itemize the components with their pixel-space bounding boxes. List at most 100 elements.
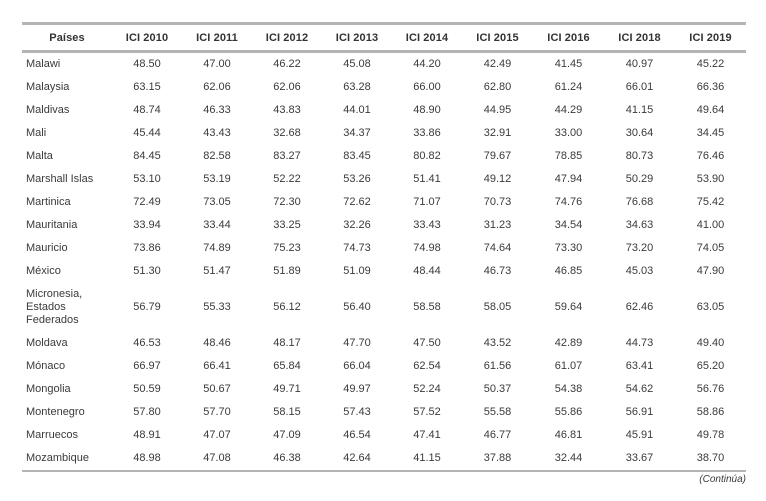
column-header-year: ICI 2018: [618, 32, 661, 44]
ici-table: Países ICI 2010 ICI 2011 ICI 2012 ICI 2013 IC…: [22, 22, 746, 472]
value-cell: 48.17: [273, 337, 301, 349]
value-cell: 66.01: [625, 81, 654, 93]
value-cell: 38.70: [696, 452, 725, 464]
value-cell: 37.88: [483, 452, 512, 464]
table-row: Mauritania 33.94 33.44 33.25 32.26 33.43 31.23…: [22, 214, 746, 237]
value-cell: 53.90: [696, 173, 725, 185]
column-header-year: ICI 2014: [405, 32, 449, 44]
value-cell: 61.24: [554, 81, 583, 93]
value-cell: 34.54: [554, 219, 583, 231]
column-header-year: ICI 2019: [689, 32, 732, 44]
value-cell: 65.84: [273, 360, 301, 372]
column-header-year: ICI 2015: [476, 32, 519, 44]
value-cell: 62.06: [203, 81, 231, 93]
value-cell: 63.41: [625, 360, 654, 372]
value-cell: 33.86: [413, 127, 441, 139]
country-cell: Mauricio: [26, 242, 68, 254]
country-cell: Mali: [26, 127, 47, 139]
country-cell: Malta: [26, 150, 53, 162]
value-cell: 61.56: [483, 360, 512, 372]
value-cell: 62.06: [273, 81, 301, 93]
country-cell: Mongolia: [26, 383, 71, 395]
value-cell: 48.98: [133, 452, 161, 464]
value-cell: 57.80: [133, 406, 161, 418]
value-cell: 47.94: [554, 173, 583, 185]
value-cell: 83.27: [273, 150, 301, 162]
value-cell: 46.54: [343, 429, 371, 441]
value-cell: 43.83: [273, 104, 301, 116]
table-body: Malawi 48.50 47.00 46.22 45.08 44.20 42.49 41.4…: [22, 52, 746, 472]
continuation-note: (Continúa): [699, 474, 746, 485]
value-cell: 55.86: [554, 406, 583, 418]
value-cell: 47.08: [203, 452, 231, 464]
value-cell: 63.28: [343, 81, 371, 93]
value-cell: 52.24: [413, 383, 441, 395]
value-cell: 52.22: [273, 173, 301, 185]
value-cell: 56.91: [625, 406, 654, 418]
value-cell: 74.76: [554, 196, 583, 208]
value-cell: 32.68: [273, 127, 301, 139]
value-cell: 72.62: [343, 196, 371, 208]
value-cell: 59.64: [554, 301, 583, 313]
country-cell: Mozambique: [26, 452, 89, 464]
value-cell: 55.58: [483, 406, 512, 418]
value-cell: 51.30: [133, 265, 161, 277]
value-cell: 47.41: [413, 429, 441, 441]
value-cell: 54.38: [554, 383, 583, 395]
value-cell: 50.37: [483, 383, 512, 395]
value-cell: 51.89: [273, 265, 301, 277]
value-cell: 57.70: [203, 406, 231, 418]
value-cell: 63.15: [133, 81, 161, 93]
value-cell: 46.77: [483, 429, 512, 441]
column-header-year: ICI 2011: [196, 32, 238, 44]
value-cell: 56.76: [696, 383, 725, 395]
value-cell: 45.22: [696, 58, 725, 70]
value-cell: 51.09: [343, 265, 371, 277]
value-cell: 53.26: [343, 173, 371, 185]
value-cell: 44.95: [483, 104, 512, 116]
value-cell: 48.90: [413, 104, 441, 116]
value-cell: 48.74: [133, 104, 161, 116]
value-cell: 32.26: [343, 219, 371, 231]
table-row: Maldivas 48.74 46.33 43.83 44.01 48.90 44.95 44…: [22, 99, 746, 122]
value-cell: 83.45: [343, 150, 371, 162]
value-cell: 75.23: [273, 242, 301, 254]
country-cell: México: [26, 265, 61, 277]
value-cell: 55.33: [203, 301, 231, 313]
value-cell: 80.73: [625, 150, 654, 162]
value-cell: 33.00: [554, 127, 583, 139]
value-cell: 47.70: [343, 337, 371, 349]
table-row: Mozambique 48.98 47.08 46.38 42.64 41.15 37.88…: [22, 447, 746, 471]
value-cell: 46.73: [483, 265, 512, 277]
value-cell: 74.73: [343, 242, 371, 254]
country-cell: Marshall Islas: [26, 173, 94, 185]
value-cell: 56.40: [343, 301, 371, 313]
value-cell: 74.98: [413, 242, 441, 254]
value-cell: 72.30: [273, 196, 301, 208]
value-cell: 43.43: [203, 127, 231, 139]
table-row: Marruecos 48.91 47.07 47.09 46.54 47.41 46.77 4…: [22, 424, 746, 447]
value-cell: 41.15: [413, 452, 441, 464]
value-cell: 49.40: [696, 337, 725, 349]
value-cell: 62.46: [625, 301, 654, 313]
table-row: Marshall Islas 53.10 53.19 52.22 53.26 51.41 4…: [22, 168, 746, 191]
value-cell: 75.42: [696, 196, 725, 208]
value-cell: 44.20: [413, 58, 441, 70]
value-cell: 31.23: [483, 219, 512, 231]
value-cell: 41.45: [554, 58, 583, 70]
table-row: Mauricio 73.86 74.89 75.23 74.73 74.98 74.64 73…: [22, 237, 746, 260]
value-cell: 76.46: [696, 150, 725, 162]
country-cell: Martinica: [26, 196, 71, 208]
country-cell: Mauritania: [26, 219, 78, 231]
value-cell: 74.64: [483, 242, 512, 254]
value-cell: 33.43: [413, 219, 441, 231]
value-cell: 61.07: [554, 360, 583, 372]
value-cell: 47.07: [203, 429, 231, 441]
value-cell: 73.05: [203, 196, 231, 208]
value-cell: 32.91: [483, 127, 512, 139]
value-cell: 48.91: [133, 429, 161, 441]
table-row: México 51.30 51.47 51.89 51.09 48.44 46.73 46.8…: [22, 260, 746, 283]
value-cell: 74.05: [696, 242, 725, 254]
value-cell: 62.80: [483, 81, 512, 93]
